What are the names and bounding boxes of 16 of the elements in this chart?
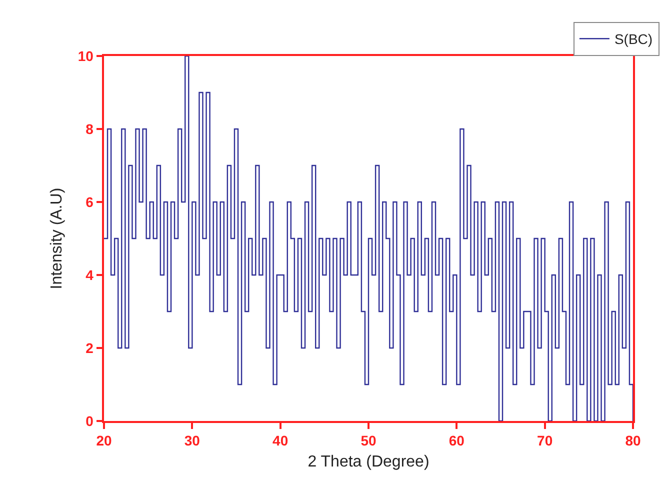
x-tick-label: 20 <box>96 432 112 449</box>
y-tick-label: 0 <box>86 412 94 429</box>
y-axis-title: Intensity (A.U) <box>48 188 66 290</box>
x-tick-label: 40 <box>272 432 288 449</box>
x-tick-label: 50 <box>360 432 376 449</box>
x-tick-label: 70 <box>537 432 553 449</box>
x-tick-label: 80 <box>625 432 641 449</box>
y-tick-label: 4 <box>86 266 94 283</box>
x-tick-label: 30 <box>184 432 200 449</box>
y-tick-label: 2 <box>86 340 94 356</box>
x-axis-title: 2 Theta (Degree) <box>308 454 430 471</box>
y-tick-label: 8 <box>86 120 94 137</box>
x-tick-label: 60 <box>448 432 465 449</box>
legend-label: S(BC) <box>614 31 653 48</box>
y-tick-label: 6 <box>86 194 94 210</box>
y-tick-label: 10 <box>78 48 94 64</box>
